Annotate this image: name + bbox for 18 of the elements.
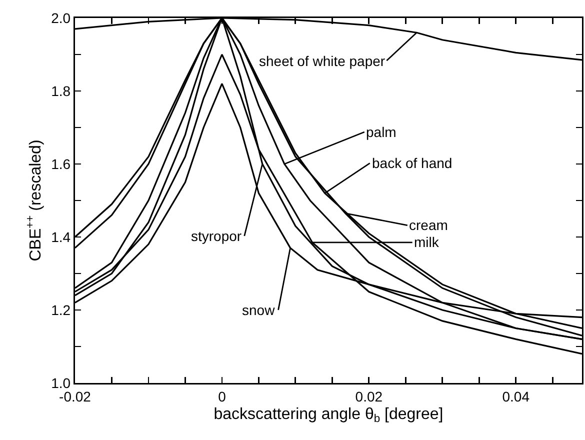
x-tick-label: 0: [218, 388, 226, 404]
y-tick-label: 2.0: [51, 10, 71, 26]
y-tick-label: 1.4: [51, 228, 71, 245]
y-tick-label: 1.2: [51, 302, 71, 318]
x-axis-title: backscattering angle θ$_{b}$ [degree]: [214, 406, 444, 426]
x-tick-label: 0.02: [355, 388, 383, 404]
x-tick-label: -0.02: [59, 388, 92, 404]
annotation: cream: [409, 217, 448, 233]
annotation: styropor: [191, 228, 242, 244]
y-tick-label: 1.6: [51, 156, 71, 172]
annotation: snow: [242, 302, 276, 318]
y-tick-label: 1.8: [51, 82, 71, 99]
annotation: sheet of white paper: [259, 53, 386, 69]
annotation: back of hand: [372, 155, 452, 171]
annotation: palm: [366, 124, 396, 140]
x-tick-label: 0.04: [502, 388, 530, 404]
annotation: milk: [414, 234, 440, 250]
y-tick-label: 1.0: [51, 374, 71, 391]
